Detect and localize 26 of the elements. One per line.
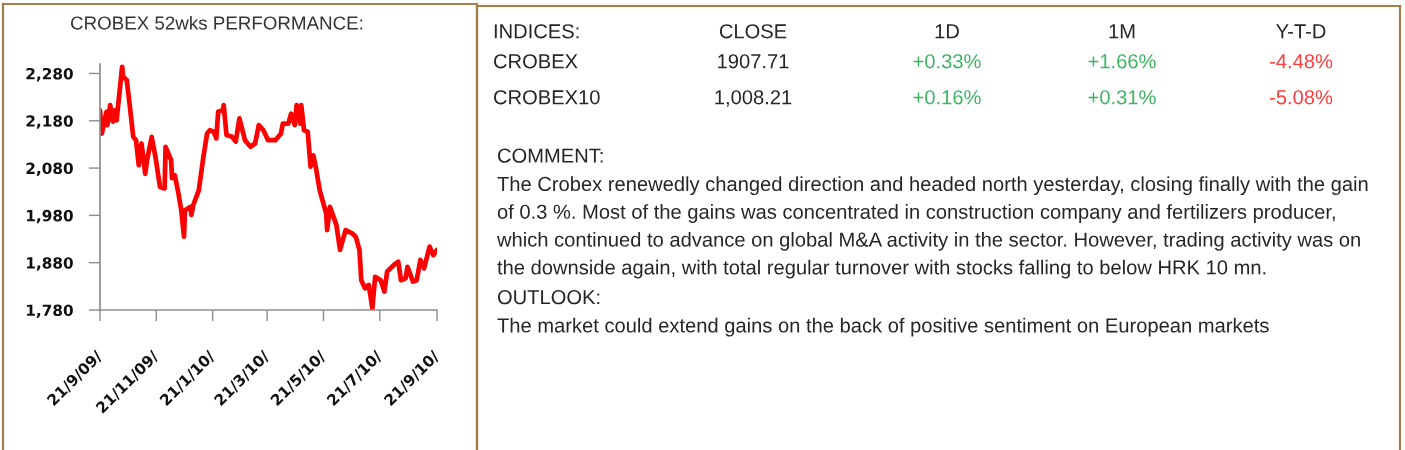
category-label: CLOSE [719,24,787,39]
chart-title: CROBEX 52wks PERFORMANCE: [70,15,363,30]
y-tick-label: 2,180 [26,115,73,129]
text: OUTLOOK: [497,290,600,305]
y-tick-label: 1,780 [27,304,73,318]
data-label: +0.33% [913,54,981,69]
text: The Crobex renewedly changed direction and headed north yesterday, closing finally with the gain of 0.3 %. Most of the gains was concentrated in construction company and fertilizers producer, which continued to advance on global M&A activity in the sector. However, trading activity was on the downside again, with total regular turnover with stocks falling to below HRK 10 mn. [496,176,1368,279]
y-tick-label: 1,980 [27,209,73,224]
data-label: -4.48% [1269,54,1333,69]
data-label: +1.66% [1088,54,1156,69]
data-label: 1,008.21 [715,90,792,107]
data-label: +0.31% [1088,90,1156,105]
data-label: -5.08% [1269,90,1333,105]
y-tick-label: 2,280 [26,67,73,82]
legend-title: INDICES: [494,24,579,39]
text: CROBEX [494,54,578,69]
category-label: 1M [1109,24,1135,39]
y-tick-label: 1,880 [27,257,73,271]
text: COMMENT: [498,148,603,163]
category-label: Y-T-D [1276,24,1326,39]
text: The market could extend gains on the back of positive sentiment on European markets [497,317,1269,337]
y-tick-label: 2,080 [26,162,73,177]
text: CROBEX10 [494,90,600,105]
data-label: 1907.71 [718,54,789,69]
data-label: +0.16% [913,90,981,105]
category-label: 1D [935,24,959,39]
